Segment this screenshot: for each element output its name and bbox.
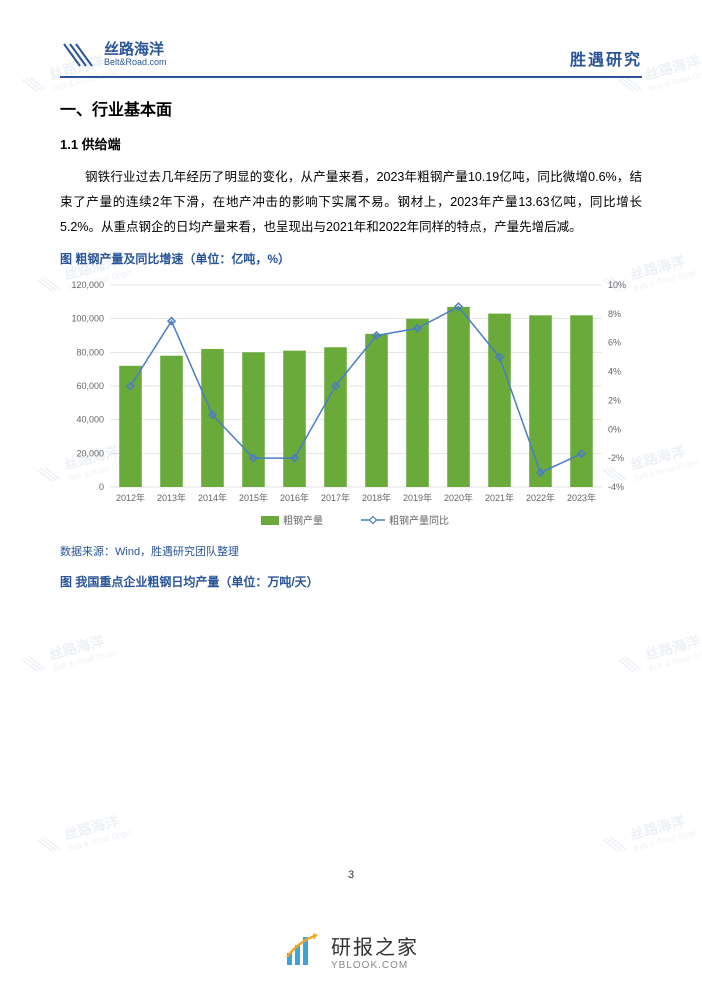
- svg-text:6%: 6%: [608, 338, 621, 348]
- body-paragraph: 钢铁行业过去几年经历了明显的变化，从产量来看，2023年粗钢产量10.19亿吨，…: [60, 165, 642, 240]
- logo: 丝路海洋 Belt&Road.com: [60, 40, 167, 70]
- watermark: 丝路海洋Belt & Road Origin: [18, 628, 118, 681]
- chart2-title: 图 我国重点企业粗钢日均产量（单位：万吨/天）: [60, 573, 642, 590]
- svg-text:2013年: 2013年: [157, 492, 186, 503]
- svg-text:120,000: 120,000: [71, 280, 104, 290]
- svg-text:2015年: 2015年: [239, 492, 268, 503]
- wm-logo-icon: [615, 651, 645, 677]
- svg-text:0: 0: [99, 482, 104, 492]
- page: 丝路海洋Belt & Road Origin 丝路海洋Belt & Road O…: [0, 0, 702, 991]
- svg-text:2019年: 2019年: [403, 492, 432, 503]
- logo-cn: 丝路海洋: [104, 42, 167, 59]
- svg-text:2020年: 2020年: [444, 492, 473, 503]
- watermark: 丝路海洋Belt & Road Origin: [33, 808, 133, 861]
- chart1-title: 图 粗钢产量及同比增速（单位：亿吨，%）: [60, 250, 642, 267]
- watermark: 丝路海洋Belt & Road Origin: [614, 628, 702, 681]
- svg-text:2022年: 2022年: [526, 492, 555, 503]
- svg-text:2017年: 2017年: [321, 492, 350, 503]
- wm-logo-icon: [600, 831, 630, 857]
- svg-text:2%: 2%: [608, 395, 621, 405]
- chart1-source: 数据来源：Wind，胜遇研究团队整理: [60, 543, 642, 559]
- svg-text:2021年: 2021年: [485, 492, 514, 503]
- wm-logo-icon: [34, 831, 64, 857]
- svg-text:-4%: -4%: [608, 482, 624, 492]
- section-heading-1: 一、行业基本面: [60, 96, 642, 120]
- footer-logo: 研报之家 YBLOOK.COM: [283, 931, 419, 971]
- chart1-svg: 0 20,000 40,000 60,000 80,000 100,000 120,000 -…: [60, 275, 642, 535]
- svg-text:8%: 8%: [608, 309, 621, 319]
- wm-logo-icon: [19, 71, 49, 97]
- svg-text:-2%: -2%: [608, 453, 624, 463]
- svg-text:粗钢产量同比: 粗钢产量同比: [389, 514, 449, 527]
- svg-text:40,000: 40,000: [76, 415, 104, 425]
- svg-text:2012年: 2012年: [116, 492, 145, 503]
- footer-en: YBLOOK.COM: [331, 960, 408, 971]
- footer-cn: 研报之家: [331, 931, 419, 960]
- svg-text:2016年: 2016年: [280, 492, 309, 503]
- logo-en: Belt&Road.com: [104, 58, 167, 68]
- svg-text:4%: 4%: [608, 367, 621, 377]
- svg-text:100,000: 100,000: [71, 314, 104, 324]
- svg-text:80,000: 80,000: [76, 347, 104, 357]
- svg-text:20,000: 20,000: [76, 448, 104, 458]
- watermark: 丝路海洋Belt & Road Origin: [599, 808, 699, 861]
- chart1: 0 20,000 40,000 60,000 80,000 100,000 120,000 -…: [60, 275, 642, 535]
- section-heading-2: 1.1 供给端: [60, 134, 642, 153]
- svg-text:2014年: 2014年: [198, 492, 227, 503]
- svg-text:60,000: 60,000: [76, 381, 104, 391]
- svg-text:2023年: 2023年: [567, 492, 596, 503]
- svg-text:2018年: 2018年: [362, 492, 391, 503]
- wm-logo-icon: [19, 651, 49, 677]
- logo-mark-icon: [60, 40, 98, 70]
- svg-text:粗钢产量: 粗钢产量: [283, 514, 323, 527]
- header-right-text: 胜遇研究: [570, 46, 642, 70]
- page-number: 3: [348, 869, 354, 881]
- svg-text:10%: 10%: [608, 280, 626, 290]
- header: 丝路海洋 Belt&Road.com 胜遇研究: [60, 40, 642, 78]
- svg-text:0%: 0%: [608, 424, 621, 434]
- footer-logo-icon: [283, 933, 323, 969]
